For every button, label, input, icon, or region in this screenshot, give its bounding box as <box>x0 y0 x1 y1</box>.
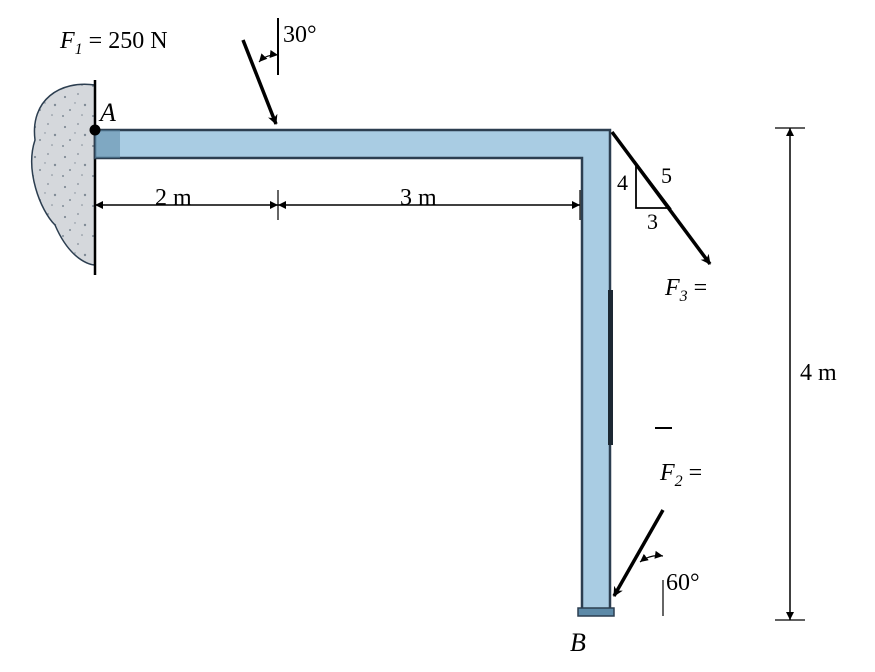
label-f1: F1 = 250 N <box>60 28 168 59</box>
force-f2 <box>614 510 663 616</box>
force-f3 <box>612 132 710 264</box>
f3-var: F <box>665 275 680 301</box>
label-f2-angle: 60° <box>666 570 700 597</box>
force-f1 <box>243 18 278 124</box>
f2-eq: = <box>683 460 703 486</box>
label-f1-angle: 30° <box>283 22 317 49</box>
f1-val: 250 N <box>108 28 167 54</box>
triangle-v: 4 <box>617 170 628 196</box>
pin-a <box>90 125 101 136</box>
f2-sub: 2 <box>675 473 683 490</box>
label-f3: F3 = <box>665 275 707 306</box>
wall-support <box>32 80 95 275</box>
diagram-svg <box>0 0 875 672</box>
f1-var: F <box>60 28 75 54</box>
label-4m: 4 m <box>800 360 837 387</box>
label-B: B <box>570 628 586 658</box>
label-2m: 2 m <box>155 185 192 212</box>
f2-var: F <box>660 460 675 486</box>
beam-mark <box>608 290 613 445</box>
f3-eq: = <box>688 275 708 301</box>
f1-sub: 1 <box>75 41 83 58</box>
label-f2: F2 = <box>660 460 702 491</box>
label-3m: 3 m <box>400 185 437 212</box>
f1-eq: = <box>83 28 109 54</box>
label-A: A <box>100 98 116 128</box>
triangle-hyp: 5 <box>661 163 672 189</box>
triangle-h: 3 <box>647 209 658 235</box>
f3-sub: 3 <box>680 288 688 305</box>
